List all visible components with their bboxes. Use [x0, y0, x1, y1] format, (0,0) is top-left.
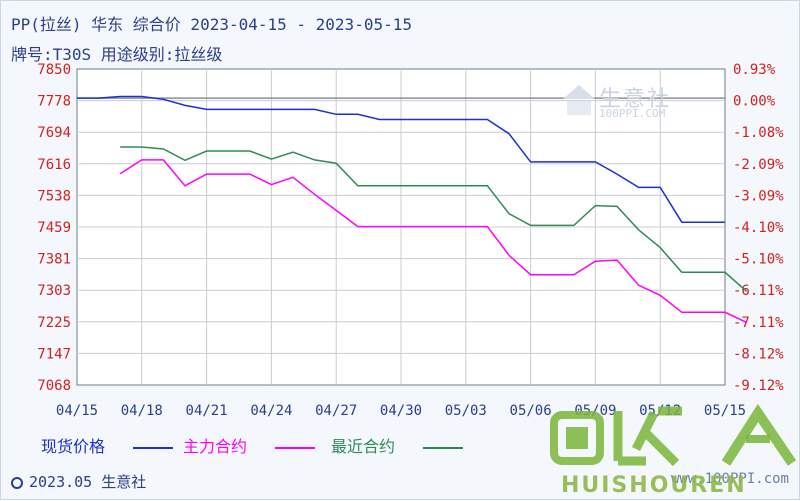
watermark-logo-icon	[563, 85, 595, 115]
y-left-tick-label: 7381	[37, 252, 71, 268]
legend-spot: 现货价格	[41, 433, 173, 457]
y-right-tick-label: -1.08%	[733, 125, 784, 141]
y-right-tick-label: -8.12%	[733, 346, 784, 362]
y-left-tick-label: 7616	[37, 157, 71, 173]
y-left-tick-label: 7147	[37, 346, 71, 362]
y-right-tick-label: -5.10%	[733, 252, 784, 268]
legend-main: 主力合约	[183, 433, 315, 457]
legend-near-label: 最近合约	[331, 437, 396, 456]
y-left-tick-label: 7303	[37, 283, 71, 299]
y-left-tick-label: 7068	[37, 378, 71, 394]
y-left-tick-label: 7225	[37, 315, 71, 331]
y-right-tick-label: -3.09%	[733, 188, 784, 204]
x-tick-label: 04/21	[186, 403, 228, 419]
chart-title: PP(拉丝) 华东 综合价 2023-04-15 - 2023-05-15	[11, 15, 412, 34]
y-left-tick-label: 7778	[37, 94, 71, 110]
y-right-tick-label: -6.11%	[733, 283, 784, 299]
info-circle-icon	[11, 476, 23, 489]
y-left-tick-label: 7538	[37, 188, 71, 204]
legend-spot-label: 现货价格	[41, 437, 106, 456]
y-right-tick-label: -7.11%	[733, 315, 784, 331]
chart-subtitle: 牌号:T30S 用途级别:拉丝级	[11, 45, 223, 64]
y-right-tick-label: -4.10%	[733, 220, 784, 236]
footer-copyright: 2023.05 生意社	[11, 471, 146, 492]
huishouren-logo-icon	[550, 403, 797, 467]
legend-near-swatch	[422, 446, 463, 449]
y-right-tick-label: 0.93%	[733, 62, 776, 78]
x-tick-label: 05/15	[704, 403, 746, 419]
grid	[77, 69, 725, 385]
y-right-tick-label: 0.00%	[733, 94, 776, 110]
x-tick-label: 04/30	[380, 403, 422, 419]
footer-site: www.100PPI.com	[670, 471, 789, 487]
watermark-site: 100PPI.COM	[599, 107, 666, 120]
x-tick-label: 04/18	[121, 403, 163, 419]
series-line-1	[119, 159, 747, 324]
series-line-2	[120, 146, 748, 292]
x-tick-label: 04/24	[250, 403, 292, 419]
y-left-tick-label: 7459	[37, 220, 71, 236]
y-right-tick-label: -9.12%	[733, 378, 784, 394]
axes: 7850 0.93% 7778 0.00% 7694 -1.08% 7616 -2.09% 75…	[37, 62, 784, 419]
y-right-tick-label: -2.09%	[733, 157, 784, 173]
footer-left-text: 2023.05 生意社	[29, 473, 147, 491]
y-left-tick-label: 7694	[37, 125, 71, 141]
x-tick-label: 04/15	[56, 403, 98, 419]
x-tick-label: 05/06	[510, 403, 552, 419]
overlay-watermark-text: HUISHOUREN	[561, 473, 747, 498]
y-left-tick-label: 7850	[37, 62, 71, 78]
legend-main-swatch	[274, 446, 315, 449]
legend-near: 最近合约	[331, 433, 463, 457]
x-tick-label: 05/03	[445, 403, 487, 419]
watermark-brand: 生意社	[599, 87, 672, 112]
legend-main-label: 主力合约	[183, 437, 248, 456]
series-line-0	[77, 95, 725, 223]
x-tick-label: 04/27	[315, 403, 357, 419]
legend-spot-swatch	[132, 446, 173, 449]
series-lines	[77, 95, 748, 324]
